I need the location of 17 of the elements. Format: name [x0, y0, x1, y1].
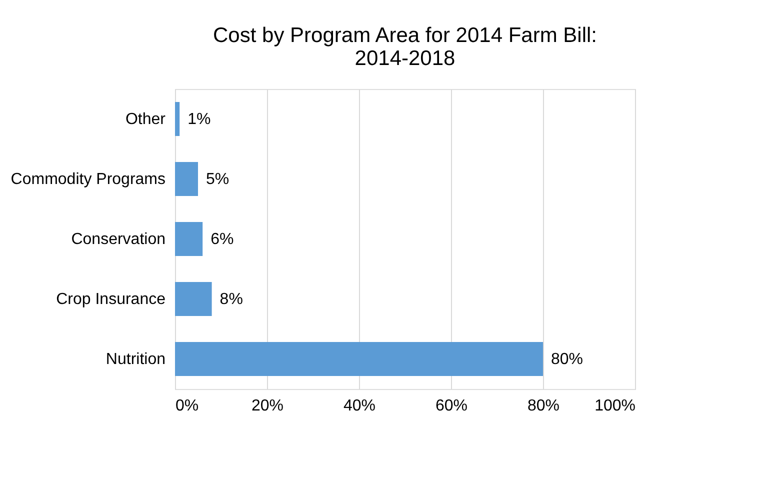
x-tick-label: 60% [435, 398, 468, 414]
x-tick-label: 40% [343, 398, 376, 414]
data-label: 8% [220, 291, 243, 308]
data-label: 80% [551, 351, 584, 368]
y-tick-label: Crop Insurance [56, 291, 166, 308]
chart-title: Cost by Program Area for 2014 Farm Bill: 2014-2018 [213, 24, 597, 70]
data-label: 1% [188, 111, 211, 128]
data-label: 6% [210, 231, 234, 248]
y-tick-label: Nutrition [106, 351, 166, 368]
x-tick-label: 20% [251, 398, 284, 414]
data-label: 5% [206, 171, 230, 188]
x-tick-label: 0% [176, 398, 199, 414]
y-tick-label: Commodity Programs [10, 171, 166, 188]
x-tick-label: 100% [594, 398, 636, 414]
y-tick-label: Other [125, 111, 166, 128]
y-tick-label: Conservation [71, 231, 166, 248]
x-tick-label: 80% [527, 398, 560, 414]
